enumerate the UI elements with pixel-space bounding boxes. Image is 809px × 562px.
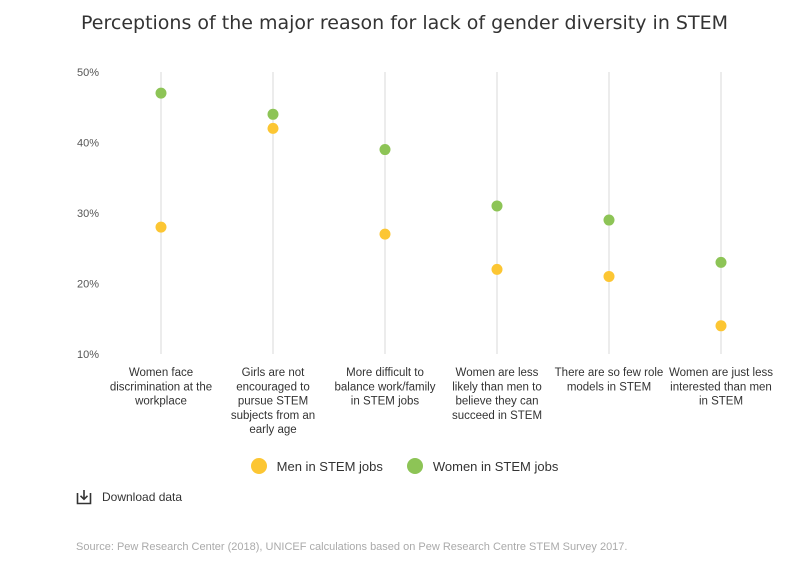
legend-swatch-men bbox=[250, 458, 267, 474]
legend-label-women: Women in STEM jobs bbox=[432, 458, 559, 474]
point-men bbox=[603, 270, 615, 282]
point-men bbox=[267, 122, 279, 134]
x-tick-label: More difficult to balance work/family in S… bbox=[335, 367, 436, 408]
point-men bbox=[155, 221, 167, 233]
y-tick-label: 50% bbox=[77, 67, 99, 79]
legend-swatch-women bbox=[406, 458, 423, 474]
point-women bbox=[379, 144, 391, 156]
point-women bbox=[715, 256, 727, 268]
point-men bbox=[491, 263, 503, 275]
source-note: Source: Pew Research Center (2018), UNIC… bbox=[76, 541, 628, 553]
point-men bbox=[715, 320, 727, 332]
download-icon bbox=[76, 490, 92, 505]
y-tick-label: 40% bbox=[77, 138, 99, 150]
legend-item-men[interactable]: Men in STEM jobs bbox=[250, 458, 383, 474]
x-tick-label: Women face discrimination at the workplace bbox=[110, 367, 212, 408]
y-tick-label: 30% bbox=[77, 208, 99, 220]
legend-item-women[interactable]: Women in STEM jobs bbox=[406, 458, 559, 474]
y-tick-label: 10% bbox=[77, 349, 99, 361]
x-tick-label: Women are just less interested than men in… bbox=[669, 367, 773, 408]
point-men bbox=[379, 228, 391, 240]
chart-title: Perceptions of the major reason for lack… bbox=[81, 12, 728, 34]
point-women bbox=[603, 214, 615, 226]
chart-legend: Men in STEM jobs Women in STEM jobs bbox=[0, 458, 809, 474]
download-data-label: Download data bbox=[102, 490, 183, 504]
chart-plot: 10% 20% 30% 40% 50% Women face discrimination … bbox=[77, 67, 773, 436]
download-data-button[interactable]: Download data bbox=[76, 489, 182, 505]
point-women bbox=[491, 200, 503, 212]
x-tick-label: Girls are not encouraged to pursue STEM sub… bbox=[231, 367, 315, 436]
point-women bbox=[267, 108, 279, 120]
legend-label-men: Men in STEM jobs bbox=[276, 458, 383, 474]
x-tick-label: Women are less likely than men to believe … bbox=[452, 367, 542, 422]
point-women bbox=[155, 87, 167, 99]
y-tick-label: 20% bbox=[77, 279, 99, 291]
x-tick-label: There are so few role models in STEM bbox=[555, 367, 664, 393]
